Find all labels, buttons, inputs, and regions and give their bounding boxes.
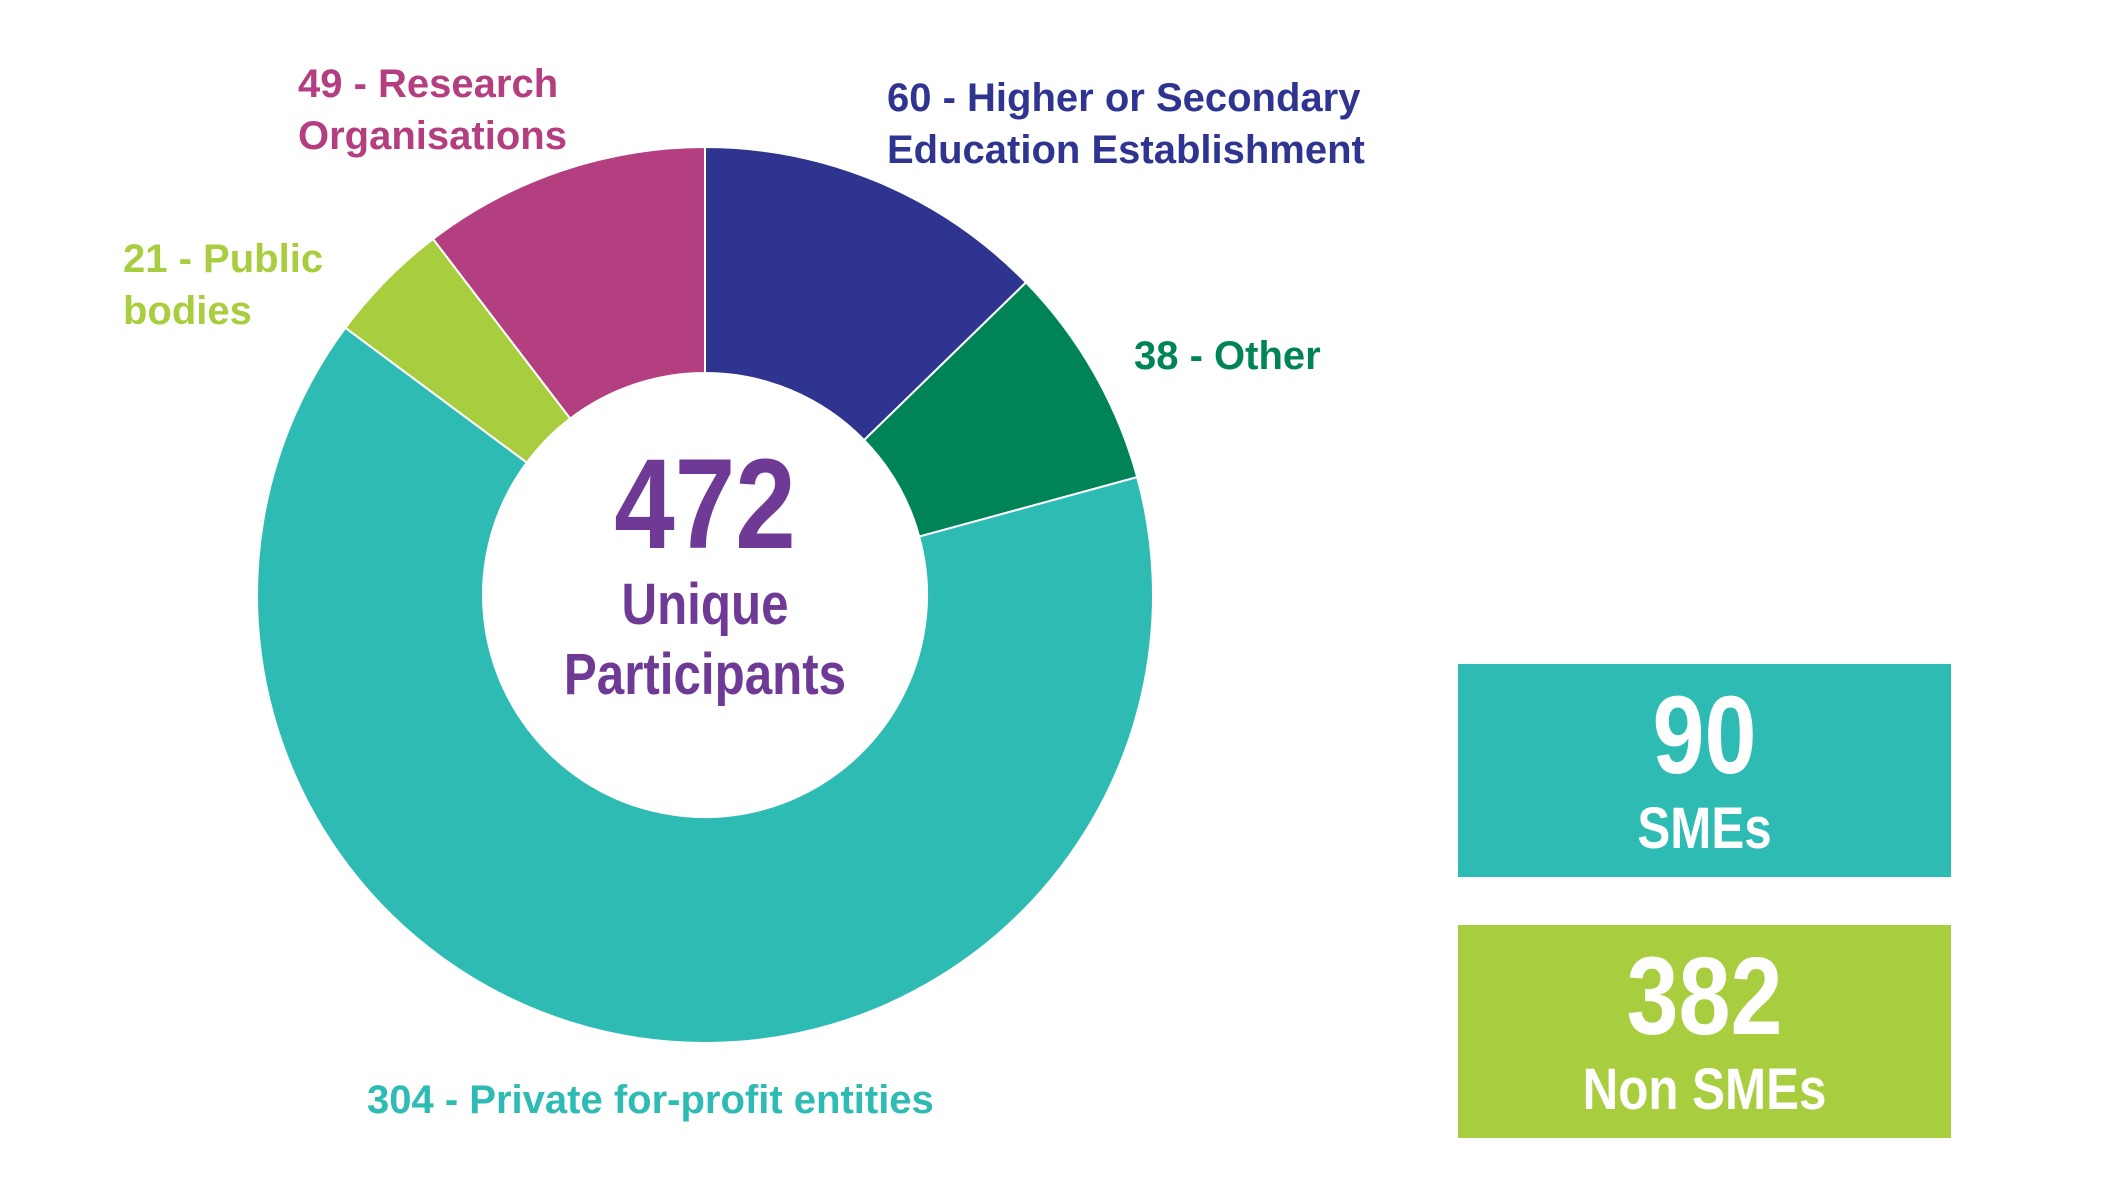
slice-label-private: 304 - Private for-profit entities [367, 1078, 934, 1122]
donut-slice-research-organisations [431, 145, 706, 420]
donut-slice-higher-or-secondary-education-establishment [704, 145, 1028, 442]
slice-label-public-bodies: 21 - Public bodies [123, 237, 324, 333]
total-participants-label: Unique Participants [563, 572, 847, 707]
slice-label-other: 38 - Other [1134, 334, 1321, 378]
smes-value: 90 [1652, 674, 1757, 797]
smes-label: SMEs [1637, 796, 1772, 861]
donut-slice-private-for-profit-entities [256, 326, 1154, 1044]
total-participants: 472 [614, 433, 796, 576]
donut-center: 472 Unique Participants [505, 440, 905, 710]
non-smes-box: 382 Non SMEs [1458, 925, 1951, 1138]
slice-label-research: 49 - Research Organisations [298, 62, 567, 158]
non-smes-value: 382 [1626, 935, 1783, 1058]
smes-box: 90 SMEs [1458, 664, 1951, 877]
slice-label-higher-education: 60 - Higher or Secondary Education Estab… [887, 76, 1365, 172]
non-smes-label: Non SMEs [1582, 1057, 1827, 1122]
